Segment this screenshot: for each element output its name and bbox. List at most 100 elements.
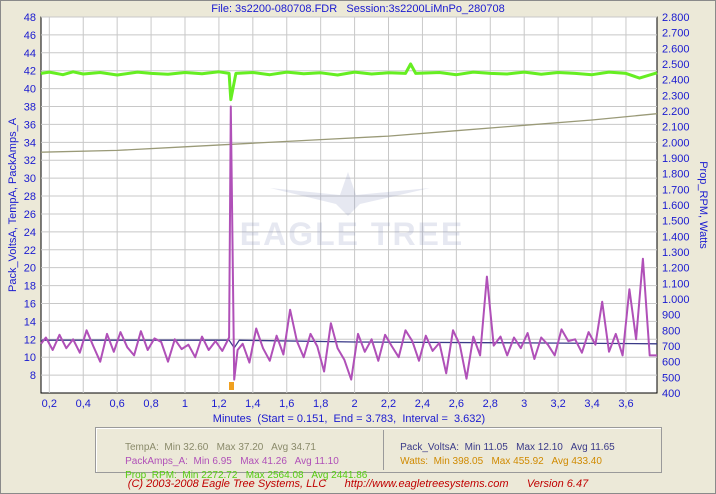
- series-line-tempa: [40, 113, 658, 153]
- footer-copyright: (C) 2003-2008 Eagle Tree Systems, LLC: [127, 478, 327, 490]
- y-right-tick-label: 2.600: [662, 43, 690, 55]
- y-right-tick-label: 1.600: [662, 200, 690, 212]
- x-tick-label: 2,8: [483, 398, 498, 410]
- footer-url[interactable]: http://www.eagletreesystems.com: [344, 478, 509, 490]
- y-right-tick-label: 800: [662, 325, 680, 337]
- x-tick-label: 1,4: [245, 398, 260, 410]
- y-right-tick-label: 2.100: [662, 122, 690, 134]
- y-left-tick-label: 28: [24, 191, 36, 203]
- y-right-tick-label: 1.300: [662, 247, 690, 259]
- y-left-tick-label: 14: [24, 316, 36, 328]
- y-left-tick-label: 24: [24, 227, 36, 239]
- y-left-tick-label: 44: [24, 48, 36, 60]
- footer: (C) 2003-2008 Eagle Tree Systems, LLC ht…: [0, 478, 716, 490]
- y-left-tick-label: 36: [24, 119, 36, 131]
- x-tick-label: 3: [521, 398, 527, 410]
- session-label: Session:3s2200LiMnPo_280708: [346, 3, 505, 15]
- y-left-tick-label: 8: [30, 370, 36, 382]
- y-right-tick-label: 1.000: [662, 294, 690, 306]
- series-lines: [40, 62, 658, 381]
- legend-temp: TempA: Min 32.60 Max 37.20 Avg 34.71: [114, 431, 316, 464]
- chart-title: File: 3s2200-080708.FDR Session:3s2200Li…: [0, 3, 716, 15]
- legend-temp-stats: Min 32.60 Max 37.20 Avg 34.71: [164, 442, 316, 453]
- x-axis-ticks: 0,2 0,4 0,6 0,8 1 1,2 1,4 1,6 1,8 2 2,2 2,4 2,6 2,8 3 3…: [42, 398, 634, 410]
- x-tick-label: 2,2: [381, 398, 396, 410]
- y-axis-right-ticks: 2.800 2.700 2.600 2.500 2.400 2.300 2.200 2.100…: [662, 12, 690, 400]
- legend-watts: Watts: Min 398.05 Max 455.92 Avg 433.40: [389, 445, 602, 478]
- legend-volts: Pack_VoltsA: Min 11.05 Max 12.10 Avg 11.…: [389, 431, 615, 464]
- legend-rpm-name: Prop_RPM:: [125, 470, 177, 481]
- y-right-tick-label: 1.700: [662, 184, 690, 196]
- y-right-tick-label: 2.700: [662, 28, 690, 40]
- file-label: File: 3s2200-080708.FDR: [211, 3, 338, 15]
- y-left-tick-label: 32: [24, 155, 36, 167]
- x-axis-label: Minutes (Start = 0.151, End = 3.783, Int…: [213, 413, 485, 425]
- y-right-tick-label: 2.800: [662, 12, 690, 24]
- y-right-tick-label: 2.000: [662, 137, 690, 149]
- y-right-tick-label: 900: [662, 310, 680, 322]
- y-left-tick-label: 18: [24, 281, 36, 293]
- y-left-tick-label: 40: [24, 84, 36, 96]
- x-tick-label: 1,8: [313, 398, 328, 410]
- y-left-tick-label: 26: [24, 209, 36, 221]
- y-right-tick-label: 1.100: [662, 278, 690, 290]
- legend-amps-name: PackAmps_A:: [125, 456, 188, 467]
- legend-volts-name: Pack_VoltsA:: [400, 442, 460, 453]
- legend-watts-name: Watts:: [400, 456, 429, 467]
- x-tick-label: 1: [182, 398, 188, 410]
- x-tick-label: 2,4: [415, 398, 430, 410]
- y-right-tick-label: 1.400: [662, 231, 690, 243]
- legend-divider: [383, 430, 384, 470]
- y-right-tick-label: 600: [662, 357, 680, 369]
- y-axis-right-label: Prop_RPM, Watts: [697, 161, 709, 249]
- y-right-tick-label: 2.500: [662, 59, 690, 71]
- x-tick-label: 0,4: [76, 398, 91, 410]
- x-tick-label: 3,2: [550, 398, 565, 410]
- y-left-tick-label: 10: [24, 352, 36, 364]
- y-right-tick-label: 1.500: [662, 216, 690, 228]
- series-line-prop-rpm: [40, 62, 658, 102]
- legend-rpm: Prop_RPM: Min 2272.72 Max 2564.08 Avg 24…: [114, 459, 367, 492]
- y-left-tick-label: 30: [24, 173, 36, 185]
- y-right-tick-label: 2.400: [662, 75, 690, 87]
- y-right-tick-label: 2.300: [662, 90, 690, 102]
- legend-box: TempA: Min 32.60 Max 37.20 Avg 34.71 Pac…: [95, 427, 662, 481]
- legend-amps: PackAmps_A: Min 6.95 Max 41.26 Avg 11.10: [114, 445, 339, 478]
- y-right-tick-label: 700: [662, 341, 680, 353]
- eagle-tree-watermark: EAGLE TREE: [240, 172, 464, 252]
- y-right-tick-label: 1.900: [662, 153, 690, 165]
- x-tick-label: 2: [352, 398, 358, 410]
- y-right-tick-label: 1.800: [662, 169, 690, 181]
- x-tick-label: 2,6: [449, 398, 464, 410]
- y-axis-left-ticks: 48 46 44 42 40 38 36 34 32 30 28 26 24 22 20 18 16 14 12 10…: [24, 12, 36, 382]
- y-left-tick-label: 38: [24, 102, 36, 114]
- x-tick-label: 3,6: [618, 398, 633, 410]
- y-right-tick-label: 500: [662, 372, 680, 384]
- y-left-tick-label: 48: [24, 12, 36, 24]
- x-tick-label: 1,2: [211, 398, 226, 410]
- legend-watts-stats: Min 398.05 Max 455.92 Avg 433.40: [433, 456, 602, 467]
- series-line-packamps-a: [40, 105, 657, 381]
- y-left-tick-label: 20: [24, 263, 36, 275]
- y-left-tick-label: 42: [24, 66, 36, 78]
- y-left-tick-label: 12: [24, 334, 36, 346]
- y-left-tick-label: 46: [24, 30, 36, 42]
- watermark-text: EAGLE TREE: [240, 216, 464, 252]
- x-tick-label: 3,4: [584, 398, 599, 410]
- y-left-tick-label: 34: [24, 137, 36, 149]
- footer-version: Version 6.47: [526, 478, 589, 490]
- legend-rpm-stats: Min 2272.72 Max 2564.08 Avg 2441.86: [182, 470, 368, 481]
- x-tick-label: 0,2: [42, 398, 57, 410]
- y-right-tick-label: 2.200: [662, 106, 690, 118]
- y-right-tick-label: 1.200: [662, 263, 690, 275]
- legend-amps-stats: Min 6.95 Max 41.26 Avg 11.10: [193, 456, 339, 467]
- legend-volts-stats: Min 11.05 Max 12.10 Avg 11.65: [464, 442, 615, 453]
- y-right-tick-label: 400: [662, 388, 680, 400]
- y-axis-left-label: Pack_VoltsA, TempA, PackAmps_A: [7, 117, 19, 292]
- x-tick-label: 1,6: [279, 398, 294, 410]
- eagle-logo-icon: [270, 172, 430, 216]
- legend-temp-name: TempA:: [124, 442, 159, 453]
- cursor-marker[interactable]: [229, 382, 234, 390]
- x-tick-label: 0,8: [143, 398, 158, 410]
